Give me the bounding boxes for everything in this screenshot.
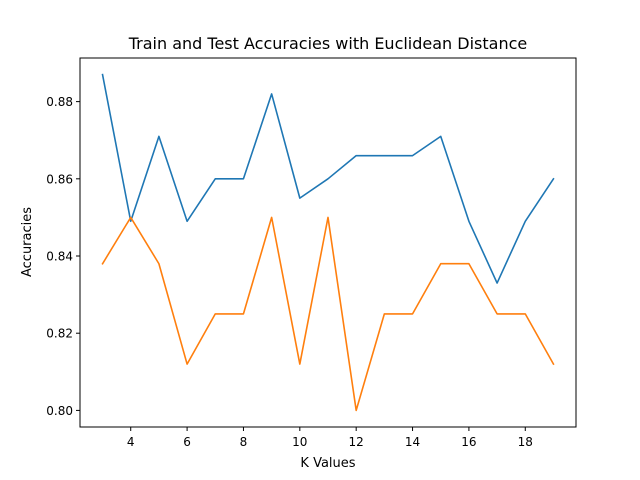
x-tick-label: 18 [518,435,533,449]
chart-title: Train and Test Accuracies with Euclidean… [128,34,528,53]
x-tick-label: 16 [461,435,476,449]
series-line-train [101,73,555,284]
series-layer [101,73,555,412]
y-tick-label: 0.84 [46,250,73,264]
x-tick-label: 14 [405,435,420,449]
y-axis: 0.80 0.82 0.84 0.86 0.88 [46,95,80,418]
x-tick-label: 12 [349,435,364,449]
x-tick-label: 8 [240,435,248,449]
axes-frame [79,57,577,428]
x-axis-label: K Values [300,456,355,471]
x-axis: 4 6 8 10 12 14 16 18 [127,427,533,449]
y-tick-label: 0.82 [46,327,73,341]
x-tick-label: 6 [183,435,191,449]
y-tick-label: 0.80 [46,404,73,418]
x-tick-label: 10 [292,435,307,449]
plot-area [79,57,577,428]
x-tick-label: 4 [127,435,135,449]
series-line-test [101,216,555,412]
y-tick-label: 0.86 [46,172,73,186]
y-axis-label: Accuracies [20,207,35,277]
y-tick-label: 0.88 [46,95,73,109]
